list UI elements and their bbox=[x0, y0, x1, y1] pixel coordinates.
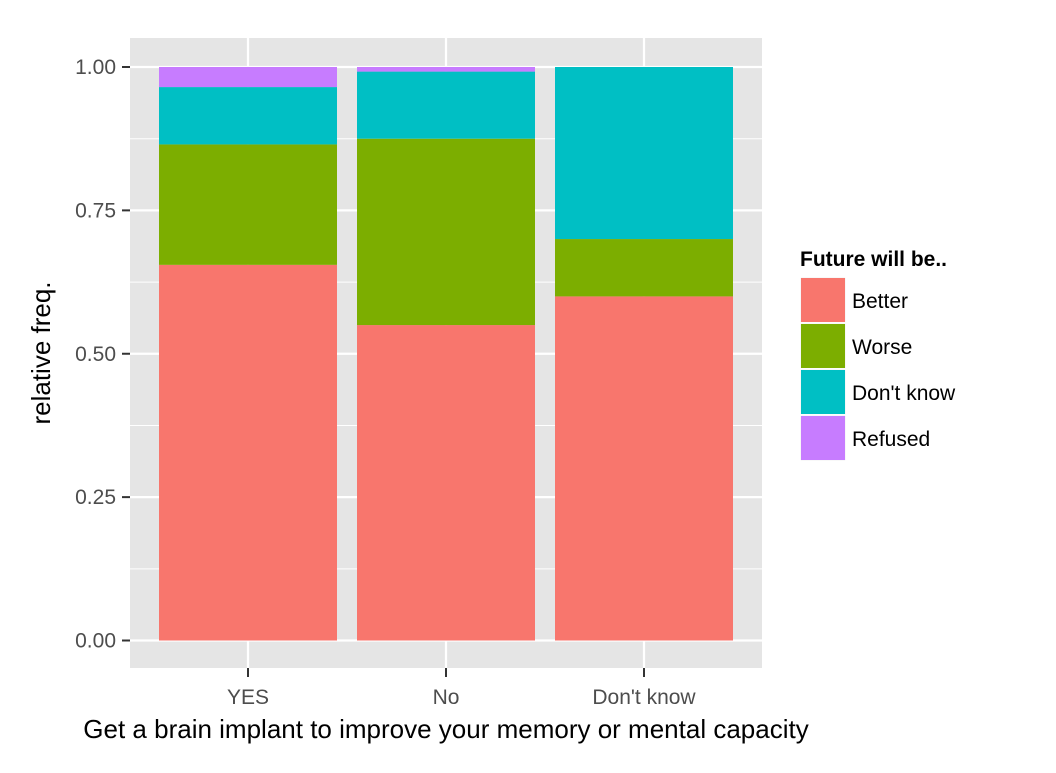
y-tick-label: 0.00 bbox=[75, 630, 116, 653]
y-tick-label: 1.00 bbox=[75, 56, 116, 79]
bar-segment bbox=[159, 264, 337, 641]
bar-segment bbox=[555, 239, 733, 297]
legend-label: Refused bbox=[852, 428, 930, 451]
legend-label: Better bbox=[852, 290, 908, 313]
bar-segment bbox=[357, 67, 535, 72]
legend-key-swatch bbox=[801, 324, 845, 368]
legend-title: Future will be.. bbox=[800, 248, 947, 271]
x-tick-label: Don't know bbox=[592, 686, 696, 709]
bars bbox=[159, 67, 733, 641]
x-tick-label: No bbox=[433, 686, 460, 709]
y-axis-title: relative freq. bbox=[26, 281, 56, 424]
legend-label: Don't know bbox=[852, 382, 956, 405]
legend-key-swatch bbox=[801, 278, 845, 322]
bar-segment bbox=[555, 67, 733, 240]
x-tick-label: YES bbox=[227, 686, 269, 709]
legend-key-swatch bbox=[801, 416, 845, 460]
x-axis-title: Get a brain implant to improve your memo… bbox=[83, 714, 808, 744]
bar-segment bbox=[357, 71, 535, 139]
bar-segment bbox=[357, 325, 535, 641]
bar-segment bbox=[159, 67, 337, 88]
y-tick-label: 0.50 bbox=[75, 343, 116, 366]
bar-segment bbox=[357, 138, 535, 326]
legend-label: Worse bbox=[852, 336, 912, 359]
y-tick-label: 0.25 bbox=[75, 486, 116, 509]
bar-segment bbox=[555, 296, 733, 641]
y-tick-label: 0.75 bbox=[75, 199, 116, 222]
bar-segment bbox=[159, 87, 337, 145]
bar-segment bbox=[159, 144, 337, 265]
legend: Future will be.. Better Worse Don't know Re… bbox=[799, 248, 956, 462]
legend-key-swatch bbox=[801, 370, 845, 414]
axes: 0.00 0.25 0.50 0.75 1.00 YES No Don't know bbox=[75, 56, 696, 709]
